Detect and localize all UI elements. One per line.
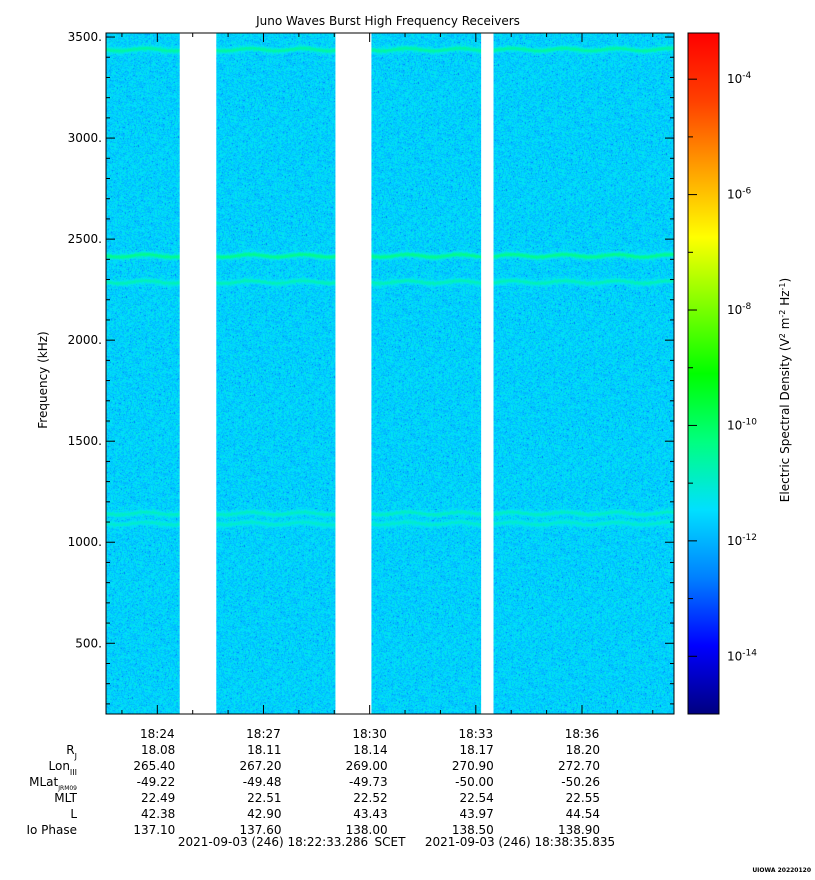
ephemeris-value: 42.38 — [141, 807, 175, 821]
x-tick-label: 18:30 — [352, 727, 387, 741]
ephemeris-value: 265.40 — [133, 759, 175, 773]
ephemeris-value: 272.70 — [558, 759, 600, 773]
ephemeris-table: RJ 18.08 18.11 18.14 18.17 18.20 LonIII 265.40 2… — [26, 743, 600, 837]
y-tick-label: 500. — [75, 636, 102, 650]
colorbar-label: Electric Spectral Density (V2 m-2 Hz-1) — [778, 278, 793, 502]
ephemeris-value: -49.22 — [137, 775, 176, 789]
y-tick-label: 3500. — [68, 30, 102, 44]
ephemeris-value: 22.52 — [353, 791, 387, 805]
ephemeris-value: 137.10 — [133, 823, 175, 837]
footer-credit: UIOWA 20220120 — [752, 867, 811, 874]
colorbar-tick-label: 10-4 — [727, 71, 752, 86]
ephemeris-label: Io Phase — [26, 823, 77, 837]
y-axis-label: Frequency (kHz) — [36, 331, 50, 428]
colorbar-ticks: 10-4 10-6 10-8 10-10 10-12 10-14 — [688, 71, 757, 715]
ephemeris-value: 42.90 — [247, 807, 281, 821]
y-tick-label: 2500. — [68, 232, 102, 246]
ephemeris-value: 44.54 — [566, 807, 600, 821]
colorbar-tick-label: 10-6 — [727, 187, 752, 202]
ephemeris-value: 267.20 — [239, 759, 281, 773]
ephemeris-value: -49.73 — [349, 775, 388, 789]
ephemeris-value: 22.49 — [141, 791, 175, 805]
ephemeris-value: 43.43 — [353, 807, 387, 821]
ephemeris-value: -50.26 — [561, 775, 600, 789]
ephemeris-label: MLatJRM09 — [29, 775, 77, 792]
y-tick-label: 2000. — [68, 333, 102, 347]
ephemeris-label: RJ — [66, 743, 77, 761]
data-gaps — [179, 33, 494, 714]
ephemeris-value: 138.00 — [346, 823, 388, 837]
plot-frame — [105, 32, 675, 715]
ephemeris-value: 18.14 — [353, 743, 387, 757]
time-span-start: 2021-09-03 (246) 18:22:33.286 — [178, 835, 368, 849]
ephemeris-label: L — [70, 807, 77, 821]
data-gap — [481, 33, 494, 714]
ephemeris-value: -50.00 — [455, 775, 494, 789]
ephemeris-value: 22.51 — [247, 791, 281, 805]
x-tick-label: 18:33 — [459, 727, 494, 741]
y-tick-label: 1500. — [68, 434, 102, 448]
ephemeris-value: 138.90 — [558, 823, 600, 837]
data-gap — [179, 33, 217, 714]
colorbar: 10-4 10-6 10-8 10-10 10-12 10-14 — [687, 32, 757, 715]
colorbar-tick-label: 10-10 — [727, 417, 757, 432]
data-gap — [335, 33, 372, 714]
colorbar-label-text: Electric Spectral Density (V — [778, 337, 792, 502]
ephemeris-value: 43.97 — [459, 807, 493, 821]
ephemeris-value: 18.17 — [459, 743, 493, 757]
colorbar-tick-label: 10-8 — [727, 302, 752, 317]
colorbar-frame — [687, 32, 720, 715]
ephemeris-value: 269.00 — [346, 759, 388, 773]
colorbar-tick-label: 10-12 — [727, 533, 757, 548]
ephemeris-value: 270.90 — [452, 759, 494, 773]
x-tick-label: 18:36 — [565, 727, 600, 741]
x-tick-label: 18:24 — [140, 727, 175, 741]
ephemeris-value: 18.20 — [566, 743, 600, 757]
spectrogram-plot — [105, 32, 675, 715]
ephemeris-value: 18.11 — [247, 743, 281, 757]
y-tick-label: 3000. — [68, 131, 102, 145]
ephemeris-value: 22.55 — [566, 791, 600, 805]
time-span-end: 2021-09-03 (246) 18:38:35.835 — [425, 835, 615, 849]
x-axis: 18:24 18:27 18:30 18:33 18:36 — [121, 33, 654, 741]
colorbar-gradient — [688, 33, 719, 714]
ephemeris-value: 18.08 — [141, 743, 175, 757]
chart-title: Juno Waves Burst High Frequency Receiver… — [255, 14, 520, 28]
y-axis: 500. 1000. 1500. 2000. 2500. 3000. 3500. — [68, 30, 674, 705]
colorbar-tick-label: 10-14 — [727, 648, 757, 663]
ephemeris-value: 138.50 — [452, 823, 494, 837]
ephemeris-value: -49.48 — [243, 775, 282, 789]
ephemeris-value: 22.54 — [459, 791, 493, 805]
ephemeris-label: LonIII — [49, 759, 78, 777]
ephemeris-value: 137.60 — [239, 823, 281, 837]
ephemeris-label: MLT — [54, 791, 77, 805]
time-span-frame: SCET — [375, 835, 407, 849]
y-tick-label: 1000. — [68, 535, 102, 549]
x-tick-label: 18:27 — [246, 727, 281, 741]
